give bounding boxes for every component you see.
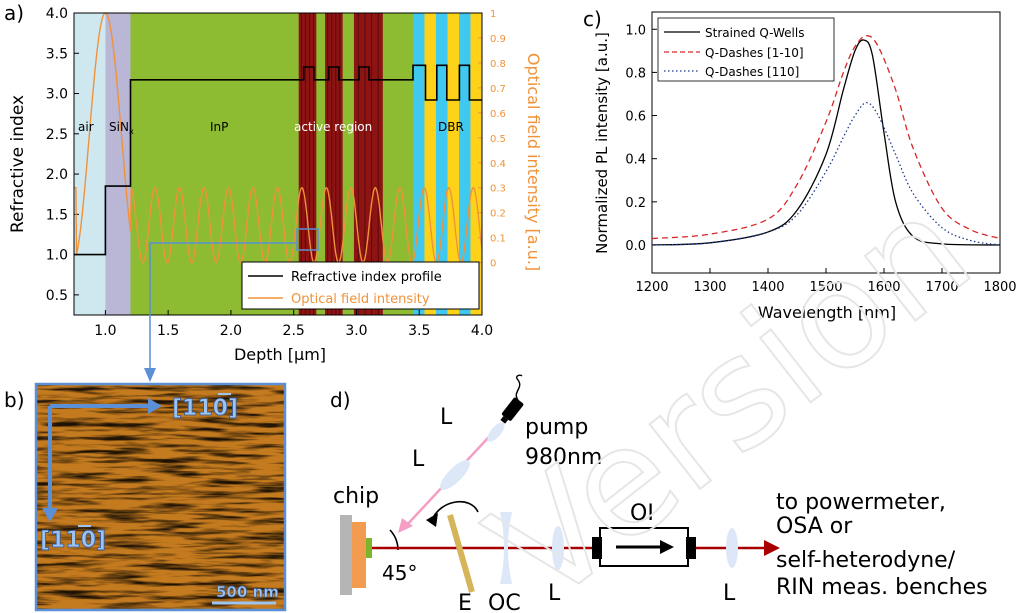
y2-tick-label: 0.1 xyxy=(490,234,506,245)
y-tick-label: 0.5 xyxy=(46,288,68,304)
panel-a-label: a) xyxy=(4,1,24,25)
panel-a-plot-frame xyxy=(73,12,483,316)
y-tick-label: 2.0 xyxy=(46,167,68,183)
panel-a-ylabel: Refractive index xyxy=(8,95,28,233)
x-tick-label: 1.0 xyxy=(94,323,116,339)
legend-label-profile: Refractive index profile xyxy=(291,270,442,285)
refractive-index-profile-line xyxy=(74,64,482,256)
zoom-arrowhead xyxy=(144,368,156,382)
dbr-layer xyxy=(412,13,425,315)
panel-a-tick-labels: 1.0 1.5 2.0 2.5 3.0 3.5 4.0 0.5 1.0 1.5 2.0 2.5 3.0 3… xyxy=(46,6,506,339)
region-label-dbr: DBR xyxy=(438,120,464,134)
x-tick-label: 4.0 xyxy=(471,323,493,339)
x-tick-label: 3.0 xyxy=(345,323,367,339)
y2-tick-label: 0.4 xyxy=(490,159,506,170)
region-band-active xyxy=(325,13,343,315)
region-label-inp: InP xyxy=(210,120,228,134)
region-band-sinx xyxy=(105,13,131,315)
x-tick-label: 2.0 xyxy=(220,323,242,339)
panel-a-y2label: Optical field intensity [a.u.] xyxy=(524,53,543,271)
region-band-air xyxy=(74,13,106,315)
panel-a-legend: Refractive index profile Optical field i… xyxy=(241,261,480,310)
y-tick-label: 3.0 xyxy=(46,87,68,103)
y2-tick-label: 0 xyxy=(490,259,496,270)
region-label-air: air xyxy=(78,120,94,134)
dbr-layer xyxy=(447,13,459,315)
panel-a-xlabel: Depth [µm] xyxy=(234,345,326,364)
dbr-layer xyxy=(424,13,436,315)
y-tick-label: 3.5 xyxy=(46,46,68,62)
y-tick-label: 2.5 xyxy=(46,127,68,143)
y2-tick-label: 0.8 xyxy=(490,59,506,70)
region-band-active xyxy=(298,13,317,315)
y-tick-label: 1.0 xyxy=(46,248,68,264)
x-tick-label: 1.5 xyxy=(157,323,179,339)
y2-tick-label: 0.3 xyxy=(490,184,506,195)
y2-tick-label: 0.7 xyxy=(490,84,506,95)
y2-tick-label: 1 xyxy=(490,9,496,20)
zoom-connector-arrow xyxy=(149,242,297,370)
dbr-layer xyxy=(470,13,482,315)
x-tick-label: 3.5 xyxy=(408,323,430,339)
dbr-layer xyxy=(458,13,471,315)
y2-tick-label: 0.6 xyxy=(490,109,506,120)
optical-field-curve xyxy=(74,12,483,264)
y-tick-label: 1.5 xyxy=(46,207,68,223)
zoom-marker-box xyxy=(296,228,319,251)
region-label-sinx: SiNx xyxy=(109,120,134,136)
dbr-layer xyxy=(435,13,448,315)
y2-tick-label: 0.5 xyxy=(490,134,506,145)
region-label-active: active region xyxy=(294,120,372,134)
y-tick-label: 4.0 xyxy=(46,6,68,22)
x-tick-label: 2.5 xyxy=(283,323,305,339)
y2-tick-label: 0.2 xyxy=(490,209,506,220)
legend-label-field: Optical field intensity xyxy=(291,292,430,307)
y2-tick-label: 0.9 xyxy=(490,34,506,45)
